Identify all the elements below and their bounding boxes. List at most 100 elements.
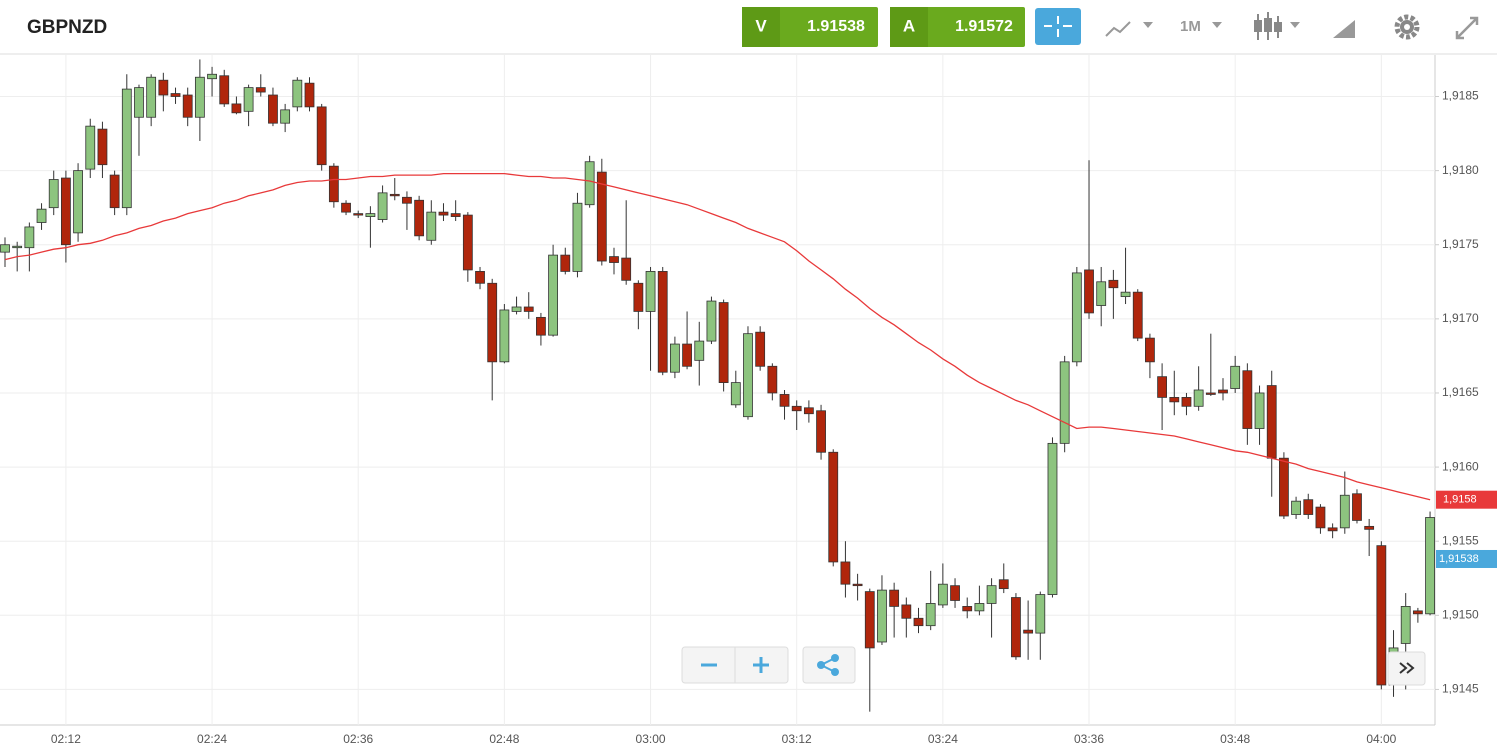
candle-body bbox=[1120, 291, 1131, 298]
candle-body bbox=[791, 405, 802, 412]
candle-body bbox=[1242, 370, 1253, 429]
y-tick-label: 1,9150 bbox=[1442, 607, 1479, 621]
bid-marker bbox=[1436, 549, 1497, 568]
candle-body bbox=[475, 271, 485, 284]
candle-body bbox=[621, 257, 632, 281]
candle-body bbox=[280, 109, 291, 124]
candle-body bbox=[0, 244, 10, 253]
candle-body bbox=[73, 170, 83, 234]
scroll-latest-button[interactable] bbox=[1387, 651, 1426, 686]
candle-body bbox=[584, 161, 595, 206]
candle-body bbox=[61, 177, 71, 246]
candle-body bbox=[718, 302, 729, 383]
candle-body bbox=[487, 282, 498, 363]
candle-body bbox=[706, 300, 717, 342]
candle-body bbox=[243, 87, 254, 112]
plot-area: 1,9145 1,9150 1,9155 1,9160 1,9165 1,9170 1,91… bbox=[0, 55, 1497, 746]
y-tick-label: 1,9175 bbox=[1442, 237, 1479, 251]
candle-body bbox=[353, 213, 364, 216]
candle-body bbox=[609, 256, 619, 263]
moving-average bbox=[4, 172, 1431, 501]
crosshair-button[interactable] bbox=[1035, 8, 1081, 45]
gear-icon bbox=[1394, 14, 1420, 40]
candle-body bbox=[1279, 457, 1289, 517]
candle-body bbox=[462, 214, 473, 271]
candle-body bbox=[207, 73, 217, 80]
candle-body bbox=[1096, 281, 1107, 306]
candle-body bbox=[1011, 597, 1021, 658]
x-tick-label: 03:12 bbox=[782, 732, 812, 746]
candle-icon bbox=[1254, 20, 1262, 32]
ma-marker-label: 1,9158 bbox=[1443, 494, 1477, 506]
scroll-icon bbox=[1399, 662, 1415, 674]
candle-body bbox=[998, 579, 1009, 590]
candle-body bbox=[694, 340, 705, 361]
x-tick-label: 03:36 bbox=[1074, 732, 1104, 746]
candle-body bbox=[1157, 376, 1167, 398]
x-tick-label: 03:24 bbox=[928, 732, 958, 746]
candle-body bbox=[1023, 629, 1034, 634]
candle-body bbox=[255, 87, 266, 93]
candle-body bbox=[743, 333, 753, 418]
candle-body bbox=[1303, 499, 1314, 515]
candle-body bbox=[645, 271, 656, 312]
candle-body bbox=[402, 196, 412, 204]
candle-body bbox=[852, 583, 863, 587]
candle-body bbox=[109, 174, 120, 209]
candle-body bbox=[877, 589, 887, 643]
dropdown-arrow bbox=[1143, 22, 1153, 28]
candle-body bbox=[889, 589, 900, 607]
candle-body bbox=[194, 76, 205, 118]
zoom-in[interactable] bbox=[753, 657, 769, 673]
candle-body bbox=[1084, 269, 1094, 314]
candle-body bbox=[803, 407, 814, 415]
candle-body bbox=[1047, 442, 1058, 595]
candle-body bbox=[1193, 389, 1204, 407]
candle-body bbox=[1339, 494, 1350, 529]
candle-body bbox=[97, 128, 108, 166]
crosshair-icon bbox=[1044, 16, 1072, 37]
candle-type-button[interactable] bbox=[1254, 12, 1300, 40]
candle-body bbox=[328, 165, 339, 203]
candle-body bbox=[134, 87, 144, 118]
candle-body bbox=[1059, 361, 1070, 444]
candle-body bbox=[523, 306, 534, 312]
fullscreen-button[interactable] bbox=[1455, 16, 1479, 40]
sell-letter: V bbox=[755, 16, 767, 35]
x-tick-label: 03:48 bbox=[1220, 732, 1250, 746]
candle-body bbox=[864, 591, 875, 649]
candle-body bbox=[377, 192, 388, 220]
candle-body bbox=[1352, 493, 1362, 521]
candle-body bbox=[499, 309, 510, 363]
candle-body bbox=[1425, 517, 1435, 615]
y-tick-label: 1,9170 bbox=[1442, 311, 1479, 325]
candle-body bbox=[950, 585, 960, 601]
candle-body bbox=[1327, 527, 1338, 532]
symbol: GBPNZD bbox=[27, 17, 107, 38]
candle-body bbox=[292, 79, 303, 108]
candle-body bbox=[536, 316, 546, 336]
buy-button[interactable]: A 1.91572 bbox=[890, 7, 1025, 47]
candle-body bbox=[1364, 525, 1375, 530]
share-button[interactable] bbox=[802, 646, 856, 684]
sell-button[interactable]: V 1.91538 bbox=[742, 7, 878, 47]
draw-button[interactable] bbox=[1333, 20, 1355, 38]
candle-body bbox=[901, 604, 912, 619]
zoom-controls bbox=[681, 646, 856, 684]
candle-body bbox=[1169, 397, 1180, 403]
settings-button[interactable] bbox=[1394, 14, 1420, 40]
candle-body bbox=[816, 410, 826, 453]
expand-icon bbox=[1455, 16, 1479, 40]
candle-body bbox=[389, 193, 400, 197]
sell-letter-bg bbox=[742, 7, 780, 47]
y-tick-label: 1,9160 bbox=[1442, 459, 1479, 473]
candle-body bbox=[682, 343, 692, 367]
candle-body bbox=[1181, 397, 1192, 407]
timeframe-button[interactable]: 1M bbox=[1180, 18, 1222, 35]
x-tick-label: 02:36 bbox=[343, 732, 373, 746]
candle-body bbox=[913, 617, 924, 627]
x-tick-label: 02:24 bbox=[197, 732, 227, 746]
candle-body bbox=[840, 561, 851, 585]
share-icon bbox=[831, 654, 839, 662]
chart-type-button[interactable] bbox=[1105, 21, 1153, 37]
